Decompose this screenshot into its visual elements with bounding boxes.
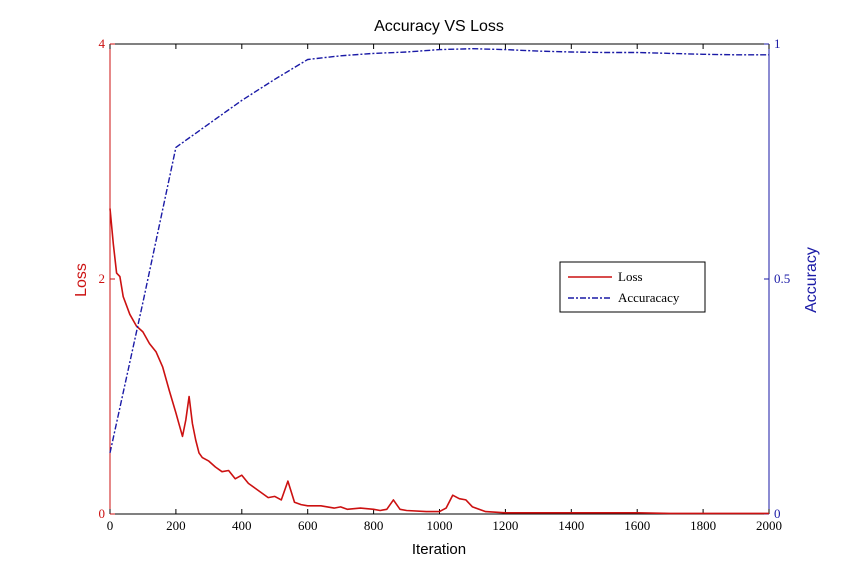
series-group bbox=[109, 48, 769, 515]
y-left-tick-label: 2 bbox=[99, 271, 106, 286]
x-tick-label: 600 bbox=[298, 518, 318, 533]
y-right-tick-label: 1 bbox=[774, 36, 781, 51]
y-right-tick-label: 0 bbox=[774, 506, 781, 521]
x-axis-label: Iteration bbox=[412, 541, 466, 558]
axes-group: 0 200 400 600 800 1000 1200 1400 1600 1800 2000024… bbox=[99, 36, 791, 533]
y-right-tick-label: 0.5 bbox=[774, 271, 790, 286]
y-axis-left-label: Loss bbox=[73, 263, 90, 297]
series-line-loss bbox=[109, 208, 769, 515]
x-tick-label: 2000 bbox=[756, 518, 782, 533]
x-tick-label: 1800 bbox=[690, 518, 716, 533]
y-axis-right-label: Accuracy bbox=[803, 247, 820, 313]
legend-label-accuracacy: Accuracacy bbox=[618, 290, 680, 305]
x-tick-label: 1400 bbox=[558, 518, 584, 533]
x-tick-label: 800 bbox=[364, 518, 384, 533]
x-tick-label: 1600 bbox=[624, 518, 650, 533]
y-left-tick-label: 4 bbox=[99, 36, 106, 51]
x-tick-label: 400 bbox=[232, 518, 252, 533]
y-left-tick-label: 0 bbox=[99, 506, 106, 521]
x-tick-label: 1200 bbox=[492, 518, 518, 533]
x-tick-label: 0 bbox=[107, 518, 114, 533]
legend: Loss Accuracacy bbox=[559, 261, 706, 313]
x-tick-label: 200 bbox=[166, 518, 186, 533]
chart-title: Accuracy VS Loss bbox=[374, 18, 504, 35]
series-line-accuracacy bbox=[109, 48, 769, 454]
legend-label-loss: Loss bbox=[618, 269, 643, 284]
legend-box bbox=[559, 261, 706, 313]
x-tick-label: 1000 bbox=[427, 518, 453, 533]
